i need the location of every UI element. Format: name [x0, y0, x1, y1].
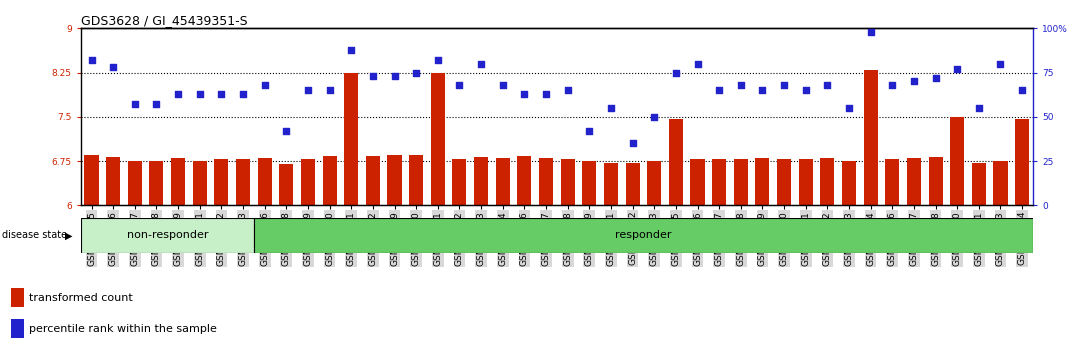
Text: transformed count: transformed count	[29, 293, 132, 303]
Bar	[972, 163, 986, 205]
Bar	[907, 158, 921, 205]
Bar	[280, 164, 294, 205]
Bar	[755, 158, 769, 205]
Point	[126, 102, 143, 107]
Bar	[604, 163, 618, 205]
Point	[1014, 87, 1031, 93]
Point	[472, 61, 490, 67]
Bar	[1015, 119, 1029, 205]
Point	[603, 105, 620, 111]
Bar	[387, 155, 401, 205]
Bar	[171, 158, 185, 205]
Point	[710, 87, 727, 93]
Bar	[366, 156, 380, 205]
Point	[883, 82, 901, 88]
Bar	[150, 161, 164, 205]
Bar	[475, 157, 489, 205]
Bar	[323, 156, 337, 205]
Text: non-responder: non-responder	[127, 230, 208, 240]
Bar	[193, 161, 207, 205]
Point	[971, 105, 988, 111]
Bar	[214, 159, 228, 205]
Point	[408, 70, 425, 75]
Bar	[452, 159, 467, 205]
Bar	[691, 159, 705, 205]
Bar	[257, 158, 272, 205]
Point	[299, 87, 316, 93]
Bar	[539, 158, 553, 205]
Bar	[820, 158, 834, 205]
Text: GDS3628 / GI_45439351-S: GDS3628 / GI_45439351-S	[81, 14, 247, 27]
Bar	[85, 155, 99, 205]
Point	[342, 47, 359, 52]
Point	[949, 66, 966, 72]
Bar	[864, 70, 878, 205]
Point	[365, 73, 382, 79]
Point	[104, 64, 122, 70]
Point	[905, 79, 922, 84]
Bar	[777, 159, 791, 205]
Text: responder: responder	[615, 230, 671, 240]
Point	[840, 105, 858, 111]
Bar	[798, 159, 812, 205]
Point	[278, 128, 295, 134]
Bar	[625, 163, 639, 205]
Bar	[128, 161, 142, 205]
Point	[819, 82, 836, 88]
Point	[494, 82, 511, 88]
Bar	[734, 159, 748, 205]
Bar	[236, 159, 250, 205]
Point	[581, 128, 598, 134]
Point	[797, 87, 815, 93]
Point	[192, 91, 209, 97]
Point	[689, 61, 706, 67]
Bar	[712, 159, 726, 205]
Text: disease state: disease state	[2, 230, 68, 240]
Point	[754, 87, 771, 93]
Bar	[561, 159, 575, 205]
Bar	[841, 161, 856, 205]
Bar	[409, 155, 423, 205]
Point	[321, 87, 338, 93]
Point	[776, 82, 793, 88]
Bar	[647, 161, 662, 205]
Point	[386, 73, 404, 79]
Bar	[993, 161, 1007, 205]
Point	[83, 57, 100, 63]
Point	[624, 141, 641, 146]
Bar	[950, 117, 964, 205]
Point	[560, 87, 577, 93]
Point	[147, 102, 165, 107]
Point	[213, 91, 230, 97]
Point	[862, 29, 879, 35]
Point	[926, 75, 944, 81]
Bar	[496, 158, 510, 205]
Bar	[11, 288, 24, 307]
Bar	[518, 156, 532, 205]
Bar	[582, 161, 596, 205]
Bar	[344, 73, 358, 205]
Point	[451, 82, 468, 88]
Point	[992, 61, 1009, 67]
Point	[667, 70, 684, 75]
Bar	[11, 319, 24, 338]
Point	[537, 91, 554, 97]
Bar	[107, 157, 121, 205]
Point	[429, 57, 447, 63]
Point	[235, 91, 252, 97]
Point	[170, 91, 187, 97]
Text: ▶: ▶	[65, 230, 72, 240]
Point	[646, 114, 663, 120]
Bar	[301, 159, 315, 205]
Bar	[886, 159, 900, 205]
Point	[256, 82, 273, 88]
Bar	[430, 73, 444, 205]
Text: percentile rank within the sample: percentile rank within the sample	[29, 324, 217, 334]
Point	[732, 82, 749, 88]
Point	[515, 91, 533, 97]
FancyBboxPatch shape	[254, 218, 1033, 253]
Bar	[669, 119, 683, 205]
Bar	[929, 157, 943, 205]
FancyBboxPatch shape	[81, 218, 254, 253]
